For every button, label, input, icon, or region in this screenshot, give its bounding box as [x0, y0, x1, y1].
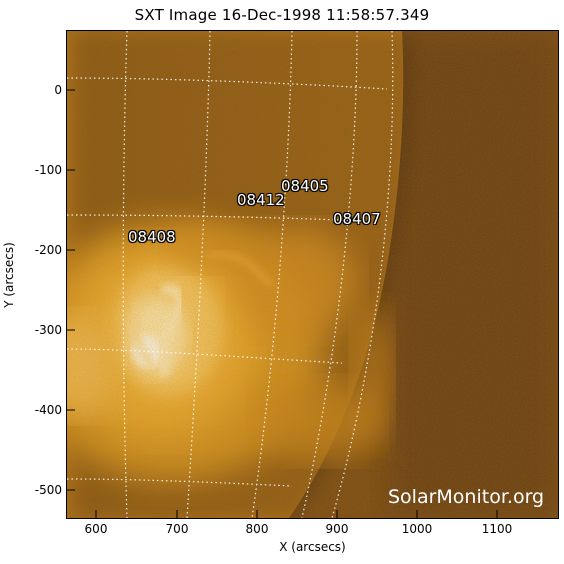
solarmonitor-watermark: SolarMonitor.org	[388, 486, 545, 508]
x-axis-label: X (arcsecs)	[279, 540, 346, 554]
x-tick-label: 600	[84, 522, 108, 536]
x-tick-label: 700	[165, 522, 189, 536]
x-tick-label: 800	[245, 522, 269, 536]
y-tick-label: -300	[34, 323, 62, 337]
y-tick-label: -200	[34, 243, 62, 257]
solar-image	[67, 31, 558, 518]
y-tick-label: -500	[34, 483, 62, 497]
solar-image-panel: 08405 08412 08407 08408 SolarMonitor.org	[66, 30, 559, 519]
x-tick-label: 1100	[481, 522, 513, 536]
x-tick-label: 900	[325, 522, 349, 536]
active-region-label: 08412	[237, 191, 285, 209]
y-tick-label: -400	[34, 403, 62, 417]
y-tick-label: 0	[54, 83, 62, 97]
active-region-label: 08408	[128, 228, 176, 246]
active-region-label: 08405	[281, 177, 329, 195]
x-tick-label: 1000	[401, 522, 433, 536]
y-axis-label: Y (arcsecs)	[2, 242, 16, 308]
active-region-label: 08407	[333, 210, 381, 228]
heliographic-grid	[67, 31, 394, 518]
y-tick-label: -100	[34, 163, 62, 177]
image-title: SXT Image 16-Dec-1998 11:58:57.349	[134, 6, 430, 24]
